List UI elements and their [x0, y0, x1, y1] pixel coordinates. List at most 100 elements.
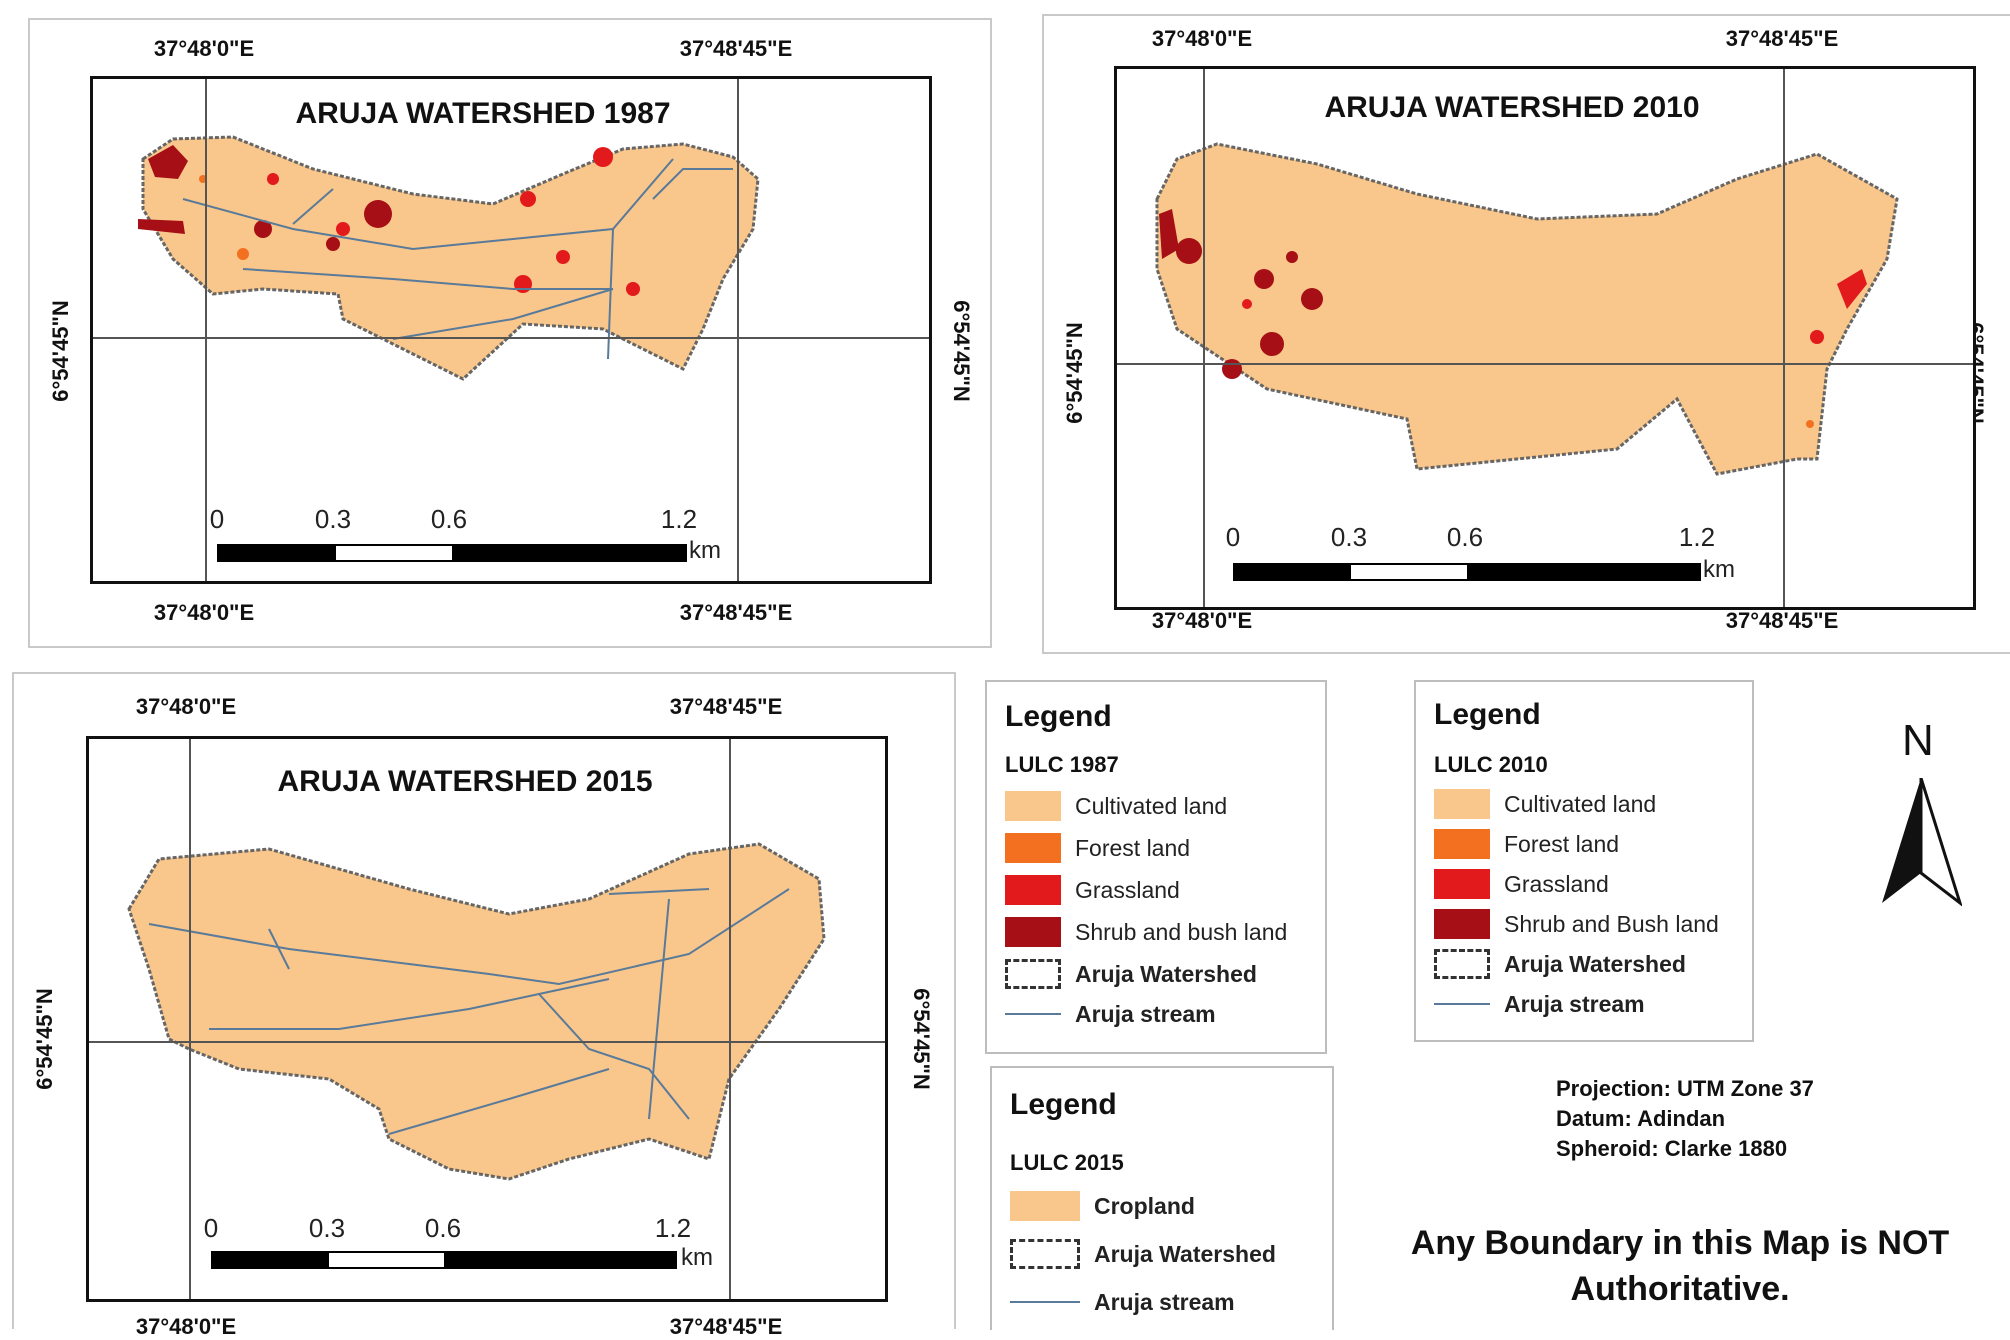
legend-item-cultivated: Cultivated land — [1005, 790, 1227, 822]
watershed-1987 — [138, 135, 760, 381]
legend-item-grassland: Grassland — [1005, 874, 1180, 906]
legend-label: Grassland — [1504, 870, 1609, 897]
legend-label: Cultivated land — [1504, 790, 1657, 817]
legend-item-shrub: Shrub and Bush land — [1434, 908, 1719, 940]
scale-0: 0 — [203, 1213, 219, 1243]
legend-label: Shrub and bush land — [1075, 918, 1288, 945]
swatch-watershed — [1010, 1239, 1080, 1269]
swatch-cropland — [1010, 1191, 1080, 1221]
disclaimer-text: Any Boundary in this Map is NOT Authorit… — [1410, 1224, 1950, 1308]
top-lon-right: 37°48'45"E — [679, 36, 793, 61]
scale-12: 1.2 — [660, 504, 698, 534]
bottom-lon-right: 37°48'45"E — [1725, 608, 1839, 633]
legend-label: Aruja Watershed — [1504, 950, 1686, 977]
scale-unit: km — [1703, 556, 1735, 583]
gridline-lon-left — [1203, 69, 1205, 607]
right-lat: 6°54'45"N — [948, 300, 974, 402]
map-frame-1987: ARUJA WATERSHED 1987 0 0.3 0.6 1.2 km — [90, 76, 932, 584]
swatch-grassland — [1005, 875, 1061, 905]
legend-label: Forest land — [1504, 830, 1620, 857]
legend-label: Cropland — [1094, 1192, 1195, 1219]
legend-label: Aruja stream — [1504, 990, 1645, 1017]
left-lat: 6°54'45"N — [47, 300, 73, 402]
legend-label: Grassland — [1075, 876, 1180, 903]
scale-06: 0.6 — [424, 1213, 462, 1243]
legend-subtitle: LULC 2010 — [1434, 752, 1548, 777]
legend-label: Cultivated land — [1075, 792, 1228, 819]
legend-item-watershed: Aruja Watershed — [1005, 958, 1257, 990]
scale-0: 0 — [209, 504, 225, 534]
legend-item-stream: Aruja stream — [1434, 988, 1645, 1020]
legend-item-watershed: Aruja Watershed — [1010, 1238, 1276, 1270]
scale-06: 0.6 — [430, 504, 468, 534]
bottom-lon-right: 37°48'45"E — [679, 600, 793, 625]
legend-subtitle: LULC 1987 — [1005, 752, 1119, 777]
gridline-lon-right — [1783, 69, 1785, 607]
spheroid-line: Spheroid: Clarke 1880 — [1556, 1136, 1788, 1161]
legend-title: Legend — [1010, 1088, 1117, 1121]
legend-item-stream: Aruja stream — [1005, 998, 1216, 1030]
top-lon-left: 37°48'0"E — [1151, 26, 1253, 51]
swatch-forest — [1005, 833, 1061, 863]
bottom-lon-right: 37°48'45"E — [669, 1314, 783, 1339]
bottom-lon-left: 37°48'0"E — [153, 600, 255, 625]
scale-0: 0 — [1225, 522, 1241, 552]
gridline-lon-right — [737, 79, 739, 581]
legend-label: Aruja Watershed — [1075, 960, 1257, 987]
swatch-cultivated — [1005, 791, 1061, 821]
legend-2010: Legend LULC 2010 Cultivated land Forest … — [1414, 680, 1754, 1042]
scale-12: 1.2 — [654, 1213, 692, 1243]
legend-item-forest: Forest land — [1005, 832, 1190, 864]
legend-label: Forest land — [1075, 834, 1191, 861]
map-panel-2015: 37°48'0"E 37°48'45"E 37°48'0"E 37°48'45"… — [12, 672, 956, 1339]
legend-item-forest: Forest land — [1434, 828, 1619, 860]
legend-2015: Legend LULC 2015 Cropland Aruja Watershe… — [990, 1066, 1334, 1330]
legend-item-stream: Aruja stream — [1010, 1286, 1235, 1318]
swatch-shrub — [1434, 909, 1490, 939]
legend-item-cropland: Cropland — [1010, 1190, 1195, 1222]
scale-unit: km — [689, 537, 721, 564]
legend-title: Legend — [1005, 700, 1112, 733]
legend-item-cultivated: Cultivated land — [1434, 788, 1656, 820]
bottom-lon-left: 37°48'0"E — [1151, 608, 1253, 633]
legend-label: Shrub and Bush land — [1504, 910, 1719, 937]
legend-label: Aruja Watershed — [1094, 1240, 1276, 1267]
watershed-2015 — [127, 842, 826, 1181]
swatch-forest — [1434, 829, 1490, 859]
map-frame-2015: ARUJA WATERSHED 2015 0 0.3 0.6 1.2 km — [86, 736, 888, 1302]
north-arrow-icon — [1882, 778, 1962, 907]
scale-unit: km — [681, 1244, 713, 1271]
right-lat: 6°54'45"N — [908, 988, 934, 1090]
map-title-2010: ARUJA WATERSHED 2010 — [1324, 91, 1700, 124]
swatch-stream — [1434, 989, 1490, 1019]
gridline-lat — [1117, 363, 1973, 365]
scale-06: 0.6 — [1446, 522, 1484, 552]
scale-03: 0.3 — [308, 1213, 346, 1243]
gridline-lon-right — [729, 739, 731, 1299]
top-lon-left: 37°48'0"E — [135, 694, 237, 719]
top-lon-right: 37°48'45"E — [1725, 26, 1839, 51]
left-lat: 6°54'45"N — [1061, 322, 1087, 424]
map-title-1987: ARUJA WATERSHED 1987 — [295, 97, 671, 130]
projection-line: Projection: UTM Zone 37 — [1556, 1076, 1814, 1101]
legend-item-grassland: Grassland — [1434, 868, 1609, 900]
datum-line: Datum: Adindan — [1556, 1106, 1726, 1131]
left-lat: 6°54'45"N — [31, 988, 57, 1090]
scalebar-2015 — [211, 1251, 677, 1269]
swatch-stream — [1010, 1287, 1080, 1317]
top-lon-right: 37°48'45"E — [669, 694, 783, 719]
swatch-watershed — [1005, 959, 1061, 989]
watershed-2010 — [1155, 142, 1899, 476]
swatch-watershed — [1434, 949, 1490, 979]
scalebar-2010 — [1233, 563, 1701, 581]
gridline-lat — [93, 337, 929, 339]
map-panel-1987: 37°48'0"E 37°48'45"E 37°48'0"E 37°48'45"… — [28, 18, 992, 648]
bottom-lon-left: 37°48'0"E — [135, 1314, 237, 1339]
swatch-cultivated — [1434, 789, 1490, 819]
legend-item-shrub: Shrub and bush land — [1005, 916, 1287, 948]
map-frame-2010: ARUJA WATERSHED 2010 0 0.3 0.6 1.2 km — [1114, 66, 1976, 610]
scalebar-1987 — [217, 544, 687, 562]
legend-1987: Legend LULC 1987 Cultivated land Forest … — [985, 680, 1327, 1054]
map-title-2015: ARUJA WATERSHED 2015 — [277, 765, 653, 798]
legend-label: Aruja stream — [1075, 1000, 1216, 1027]
